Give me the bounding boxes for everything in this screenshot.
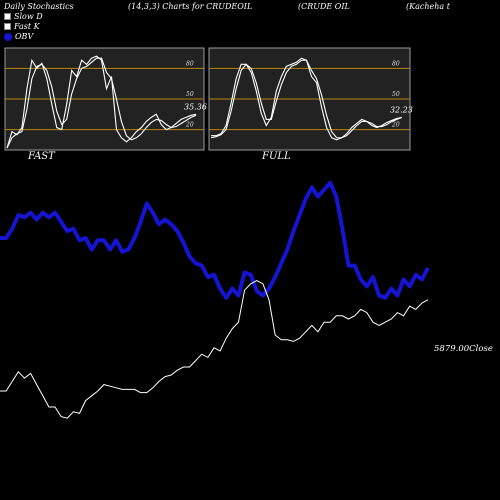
obv-line [0,180,430,300]
fast-k-swatch [4,23,11,30]
legend-fast-k: Fast K [4,22,40,31]
legend-obv: OBV [4,32,33,41]
fast-fast-k-line [6,55,197,149]
close-value-label: 5879.00Close [434,344,493,354]
full-slow-d-line [210,59,403,139]
full-level-label-80: 80 [392,60,400,67]
slow-d-swatch [4,13,11,20]
obv-swatch [4,32,12,41]
legend-obv-label: OBV [15,32,34,41]
chart-params: (14,3,3) Charts for CRUDEOIL [128,2,253,11]
full-level-label-50: 50 [392,91,400,98]
exchange-name: (Kacheha t [406,2,450,11]
fast-panel-title: FAST [28,151,55,162]
fast-level-label-80: 80 [186,60,194,67]
full-last-value: 32.23 [390,105,413,114]
fast-last-value: 35.36 [184,102,207,111]
full-level-label-20: 20 [391,122,400,129]
legend-slow-d: Slow D [4,12,43,21]
legend-fast-k-label: Fast K [14,22,40,31]
instrument-name: (CRUDE OIL [298,2,350,11]
chart-title: Daily Stochastics [4,2,74,11]
fast-level-label-50: 50 [186,91,194,98]
fast-slow-d-line [6,57,197,149]
legend-slow-d-label: Slow D [14,12,43,21]
fast-level-label-20: 20 [185,122,194,129]
close-price-line [0,280,429,419]
full-panel-title: FULL [262,151,291,162]
